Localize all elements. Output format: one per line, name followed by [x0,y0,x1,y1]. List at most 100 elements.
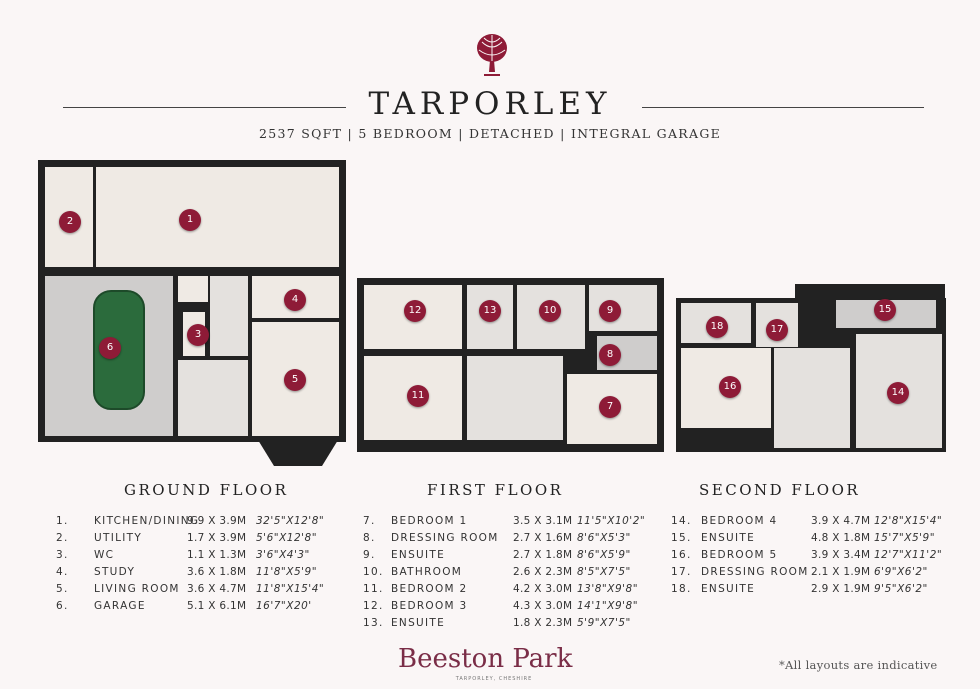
room-row: 10. BATHROOM 2.6 X 2.3M 8'5"X7'5" [363,566,663,583]
room-metric: 1.1 X 1.3M [187,549,247,561]
room-name: LIVING ROOM [94,583,180,595]
room-metric: 9.9 X 3.9M [187,515,247,527]
room-metric: 2.6 X 2.3M [513,566,573,578]
room-metric: 4.8 X 1.8M [811,532,871,544]
room-marker: 15 [874,299,896,321]
room-row: 5. LIVING ROOM 3.6 X 4.7M 11'8"X15'4" [56,583,366,600]
room-metric: 2.9 X 1.9M [811,583,871,595]
room-marker: 9 [599,300,621,322]
room-name: GARAGE [94,600,146,612]
room-no: 17. [671,566,692,578]
room-metric: 2.7 X 1.6M [513,532,573,544]
room-name: BEDROOM 5 [701,549,778,561]
room-no: 15. [671,532,692,544]
room-metric: 3.9 X 4.7M [811,515,871,527]
room-imperial: 3'6"X4'3" [256,549,310,561]
room-metric: 3.9 X 3.4M [811,549,871,561]
room-imperial: 11'5"X10'2" [577,515,646,527]
brand-logo: Beeston Park [398,644,573,674]
ground-floor-heading: GROUND FLOOR [124,481,289,499]
room-imperial: 5'6"X12'8" [256,532,318,544]
room-imperial: 14'1"X9'8" [577,600,639,612]
room-imperial: 32'5"X12'8" [256,515,325,527]
room-row: 18. ENSUITE 2.9 X 1.9M 9'5"X6'2" [671,583,971,600]
disclaimer-note: *All layouts are indicative [779,658,938,672]
room-no: 9. [363,549,376,561]
room-imperial: 5'9"X7'5" [577,617,631,629]
room-marker: 11 [407,385,429,407]
room-row: 15. ENSUITE 4.8 X 1.8M 15'7"X5'9" [671,532,971,549]
room-row: 13. ENSUITE 1.8 X 2.3M 5'9"X7'5" [363,617,663,634]
room-name: UTILITY [94,532,143,544]
second-floor-upper [795,284,945,300]
room-metric: 3.6 X 4.7M [187,583,247,595]
room-imperial: 15'7"X5'9" [874,532,936,544]
room-no: 18. [671,583,692,595]
room-row: 2. UTILITY 1.7 X 3.9M 5'6"X12'8" [56,532,366,549]
title-rule-left [63,107,346,108]
room-metric: 3.5 X 3.1M [513,515,573,527]
room-no: 4. [56,566,69,578]
room-name: ENSUITE [391,617,446,629]
room-name: BATHROOM [391,566,463,578]
room-no: 6. [56,600,69,612]
room-name: ENSUITE [391,549,446,561]
room-imperial: 6'9"X6'2" [874,566,928,578]
room-row: 17. DRESSING ROOM 2.1 X 1.9M 6'9"X6'2" [671,566,971,583]
room-name: WC [94,549,115,561]
room-marker: 3 [187,324,209,346]
room-marker: 2 [59,211,81,233]
room-name: ENSUITE [701,583,756,595]
room-imperial: 16'7"X20' [256,600,312,612]
room-row: 14. BEDROOM 4 3.9 X 4.7M 12'8"X15'4" [671,515,971,532]
room-imperial: 11'8"X15'4" [256,583,325,595]
room-marker: 1 [179,209,201,231]
room-row: 7. BEDROOM 1 3.5 X 3.1M 11'5"X10'2" [363,515,663,532]
room-no: 12. [363,600,384,612]
second-floor-room-list: 14. BEDROOM 4 3.9 X 4.7M 12'8"X15'4" 15. ENSU… [671,515,971,600]
ground-floor-plan [38,160,346,442]
room-metric: 1.8 X 2.3M [513,617,573,629]
room-metric: 3.6 X 1.8M [187,566,247,578]
first-floor-room-list: 7. BEDROOM 1 3.5 X 3.1M 11'5"X10'2" 8. DRESSI… [363,515,663,634]
room-imperial: 13'8"X9'8" [577,583,639,595]
room-name: BEDROOM 1 [391,515,468,527]
page-subtitle: 2537 SQFT | 5 BEDROOM | DETACHED | INTEG… [258,126,722,141]
room-marker: 12 [404,300,426,322]
room-marker: 17 [766,319,788,341]
room-marker: 14 [887,382,909,404]
room-marker: 16 [719,376,741,398]
room-name: BEDROOM 3 [391,600,468,612]
first-floor-heading: FIRST FLOOR [427,481,564,499]
room-metric: 4.2 X 3.0M [513,583,573,595]
ground-floor-room-list: 1. KITCHEN/DINING 9.9 X 3.9M 32'5"X12'8" 2. U… [56,515,366,617]
room-row: 1. KITCHEN/DINING 9.9 X 3.9M 32'5"X12'8" [56,515,366,532]
room-imperial: 8'6"X5'9" [577,549,631,561]
room-row: 16. BEDROOM 5 3.9 X 3.4M 12'7"X11'2" [671,549,971,566]
room-no: 11. [363,583,384,595]
title-rule-right [642,107,924,108]
room-metric: 2.1 X 1.9M [811,566,871,578]
room-metric: 2.7 X 1.8M [513,549,573,561]
room-imperial: 11'8"X5'9" [256,566,318,578]
room-name: DRESSING ROOM [701,566,809,578]
room-no: 1. [56,515,69,527]
room-imperial: 12'8"X15'4" [874,515,943,527]
room-row: 6. GARAGE 5.1 X 6.1M 16'7"X20' [56,600,366,617]
room-no: 7. [363,515,376,527]
room-marker: 10 [539,300,561,322]
room-marker: 13 [479,300,501,322]
room-no: 8. [363,532,376,544]
room-marker: 18 [706,316,728,338]
room-row: 9. ENSUITE 2.7 X 1.8M 8'6"X5'9" [363,549,663,566]
room-name: BEDROOM 4 [701,515,778,527]
room-row: 8. DRESSING ROOM 2.7 X 1.6M 8'6"X5'3" [363,532,663,549]
room-row: 11. BEDROOM 2 4.2 X 3.0M 13'8"X9'8" [363,583,663,600]
room-row: 12. BEDROOM 3 4.3 X 3.0M 14'1"X9'8" [363,600,663,617]
room-marker: 7 [599,396,621,418]
page-title: TARPORLEY [368,86,612,122]
room-no: 13. [363,617,384,629]
room-name: KITCHEN/DINING [94,515,200,527]
bay-window [258,440,338,466]
brand-location: TARPORLEY, CHESHIRE [455,676,533,682]
